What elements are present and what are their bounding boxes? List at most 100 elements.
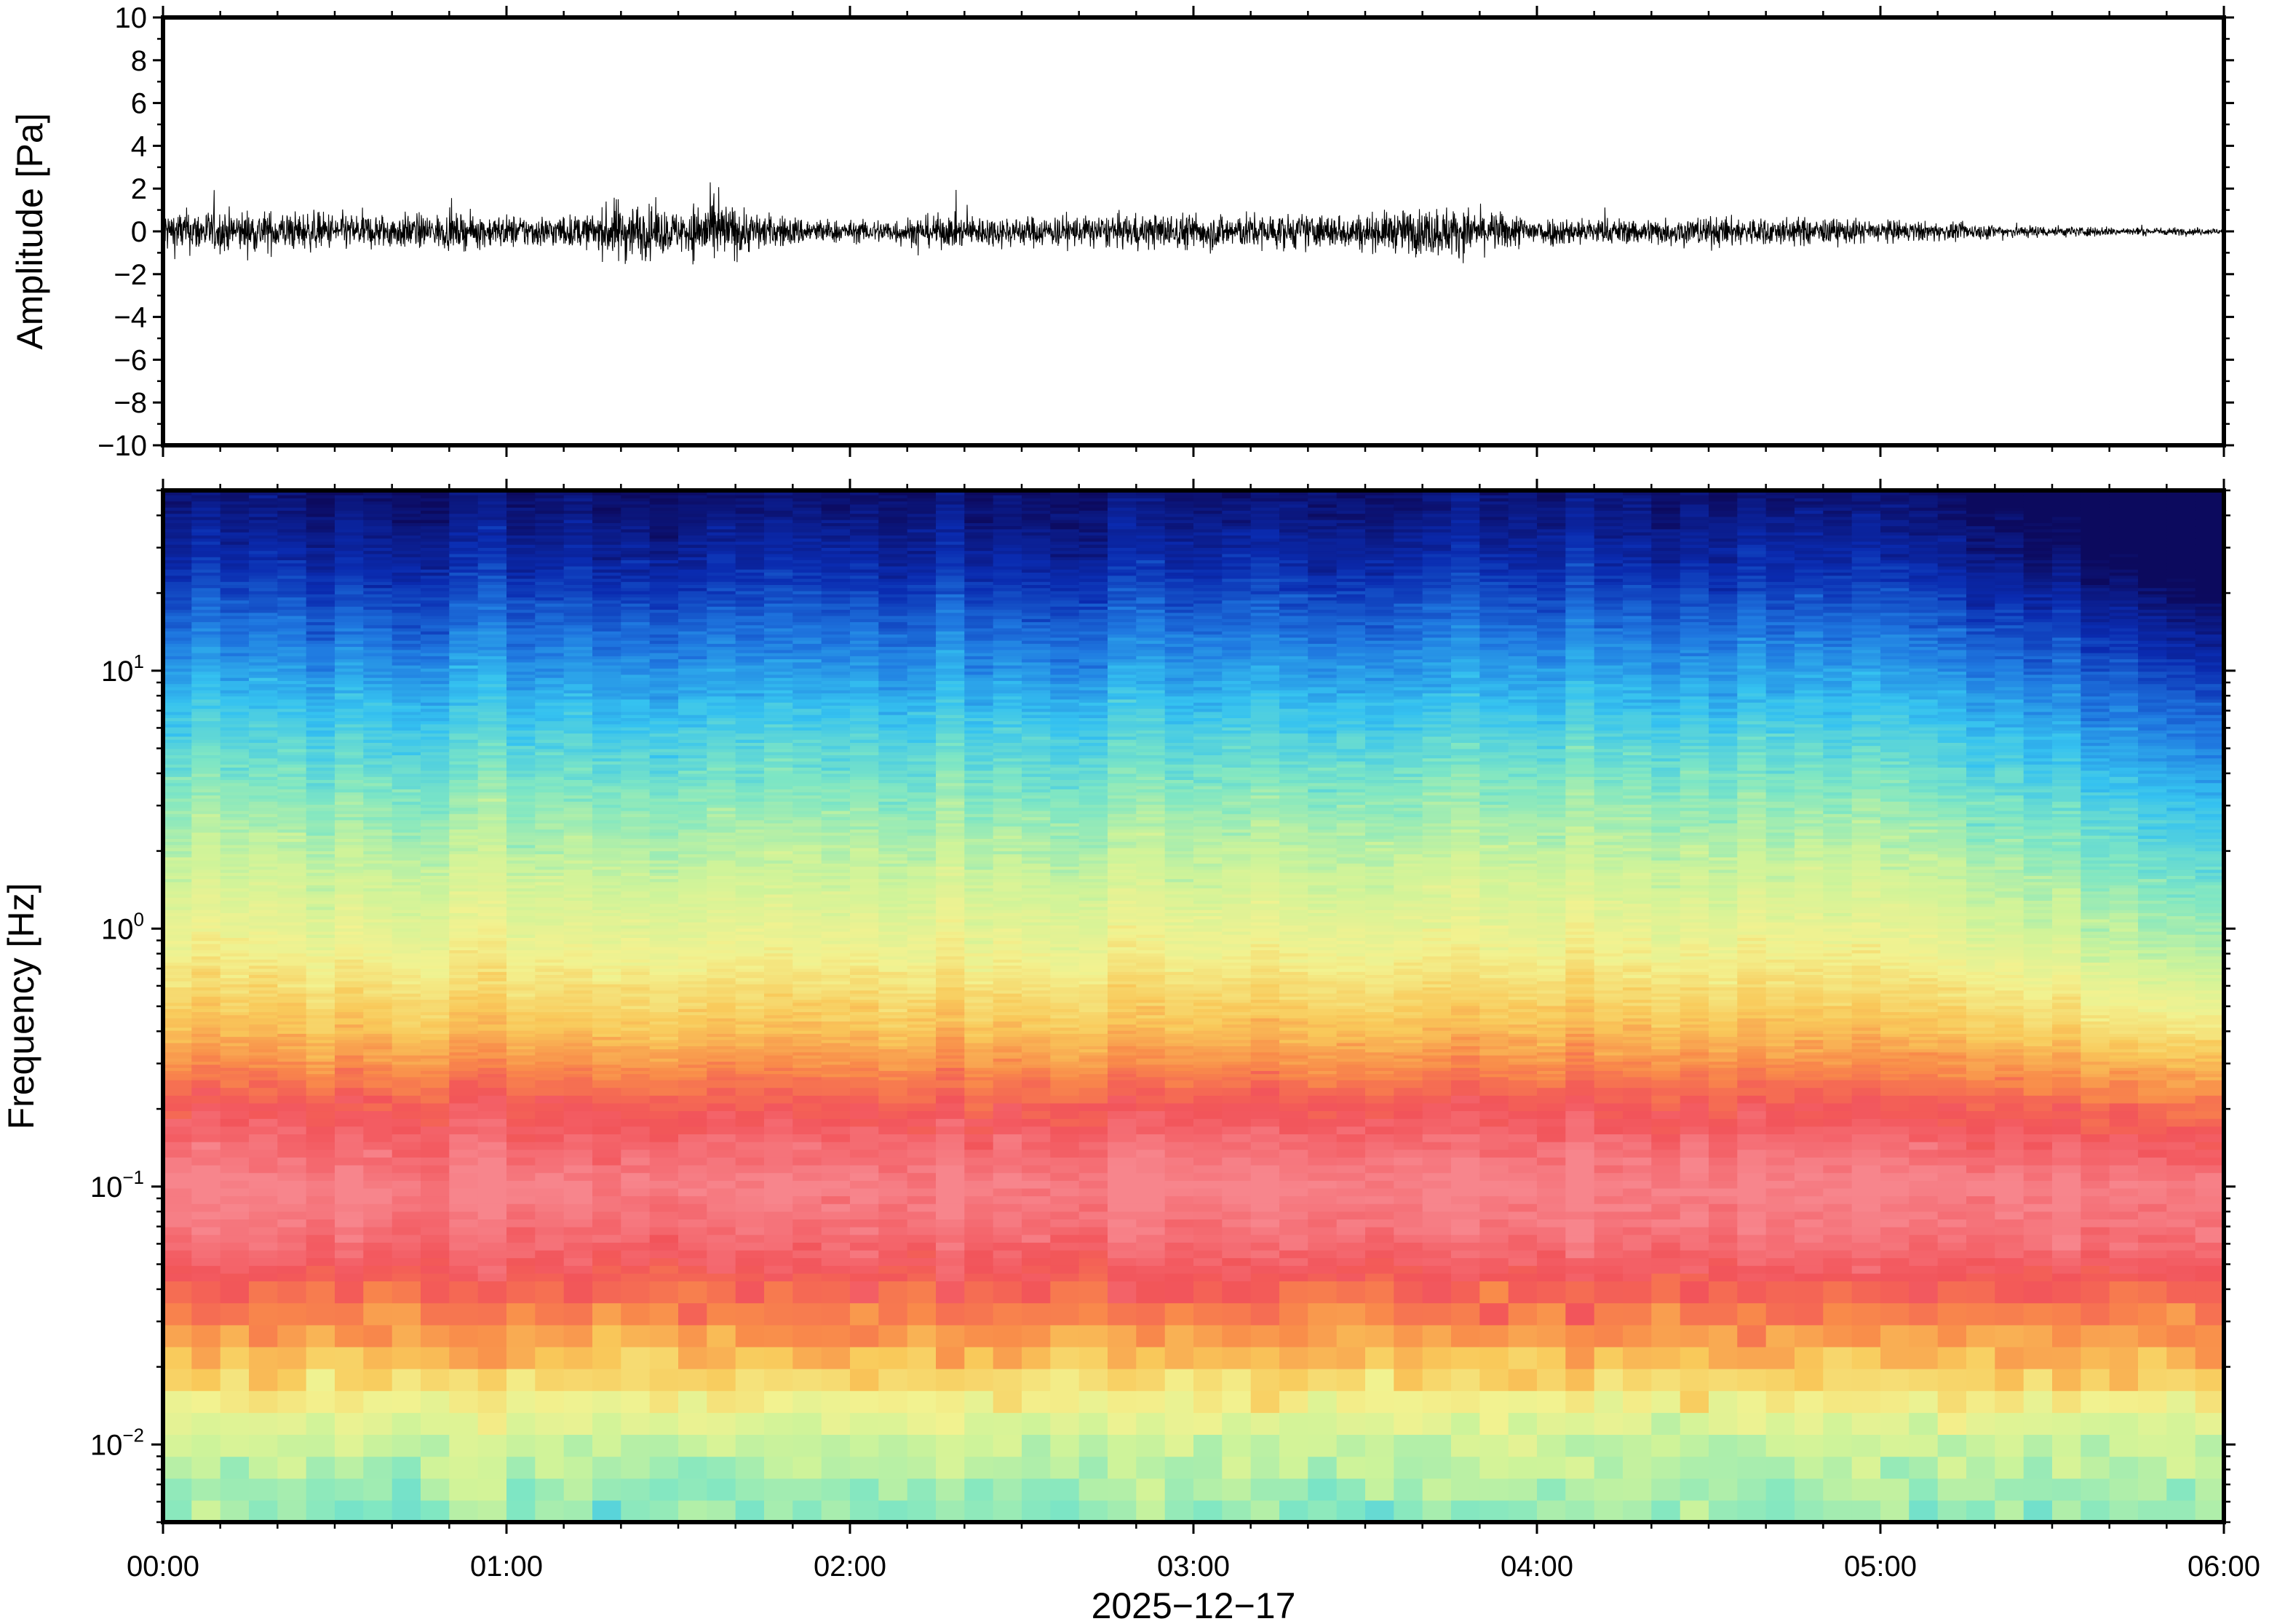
spectrogram-cell [535, 748, 565, 752]
spectrogram-cell [220, 1195, 250, 1204]
spectrogram-cell [306, 807, 335, 811]
spectrogram-cell [191, 838, 221, 843]
spectrogram-cell [563, 1149, 593, 1158]
spectrogram-cell [592, 977, 621, 982]
spectrogram-cell [621, 782, 651, 787]
spectrogram-cell [306, 711, 335, 715]
spectrogram-cell [563, 934, 593, 938]
spectrogram-cell [735, 1080, 765, 1088]
spectrogram-cell [220, 819, 250, 824]
spectrogram-cell [506, 1058, 536, 1062]
spectrogram-cell [477, 1324, 507, 1348]
spectrogram-cell [621, 1250, 651, 1259]
spectrogram-cell [678, 1250, 707, 1259]
spectrogram-cell [163, 541, 192, 545]
spectrogram-cell [249, 792, 278, 796]
spectrogram-cell [421, 1030, 450, 1034]
spectrogram-cell [163, 965, 192, 969]
spectrogram-cell [306, 640, 335, 644]
spectrogram-cell [621, 915, 651, 920]
spectrogram-cell [163, 532, 192, 536]
spectrogram-cell [249, 922, 278, 926]
spectrogram-cell [363, 1095, 393, 1104]
spectrogram-cell [678, 1234, 707, 1243]
spectrogram-cell [506, 491, 536, 495]
spectrogram-cell [449, 600, 479, 604]
spectrogram-cell [592, 789, 621, 793]
spectrogram-cell [392, 943, 421, 947]
spectrogram-cell [335, 661, 364, 666]
spectrogram-cell [477, 1014, 507, 1019]
spectrogram-cell [363, 1324, 393, 1348]
spectrogram-cell [649, 1142, 679, 1150]
spectrogram-cell [449, 739, 479, 743]
spectrogram-cell [621, 823, 651, 827]
spectrogram-cell [449, 1067, 479, 1071]
spectrogram-cell [592, 795, 621, 799]
spectrogram-cell [506, 1076, 536, 1080]
spectrogram-cell [592, 587, 621, 592]
spectrogram-cell [220, 1005, 250, 1009]
spectrogram-cell [249, 1021, 278, 1025]
spectrogram-cell [220, 581, 250, 585]
spectrogram-cell [363, 832, 393, 836]
spectrogram-cell [735, 646, 765, 650]
spectrogram-cell [220, 711, 250, 715]
spectrogram-cell [306, 992, 335, 997]
spectrogram-cell [449, 1055, 479, 1059]
spectrogram-cell [363, 819, 393, 824]
spectrogram-cell [621, 1002, 651, 1006]
spectrogram-cell [163, 584, 192, 589]
spectrogram-cell [707, 661, 736, 666]
spectrogram-cell [477, 943, 507, 947]
spectrogram-cell [592, 658, 621, 663]
spectrogram-cell [563, 977, 593, 982]
spectrogram-cell [649, 1018, 679, 1022]
spectrogram-cell [421, 590, 450, 594]
spectrogram-cell [649, 606, 679, 610]
spectrogram-cell [277, 1126, 307, 1134]
spectrogram-cell [477, 752, 507, 755]
spectrogram-cell [363, 996, 393, 1000]
spectrogram-cell [535, 646, 565, 650]
spectrogram-cell [535, 888, 565, 892]
spectrogram-cell [764, 999, 793, 1003]
spectrogram-cell [707, 1087, 736, 1096]
spectrogram-cell [477, 869, 507, 873]
spectrogram-cell [535, 755, 565, 759]
spectrogram-cell [363, 801, 393, 805]
spectrogram-cell [191, 491, 221, 495]
spectrogram-cell [363, 950, 393, 954]
spectrogram-cell [449, 1024, 479, 1028]
spectrogram-cell [477, 1478, 507, 1501]
spectrogram-cell [621, 637, 651, 641]
spectrogram-cell [249, 1118, 278, 1127]
spectrogram-cell [649, 1061, 679, 1065]
spectrogram-cell [535, 1033, 565, 1038]
spectrogram-cell [363, 748, 393, 752]
spectrogram-cell [707, 755, 736, 759]
spectrogram-cell [535, 594, 565, 598]
spectrogram-cell [649, 1064, 679, 1068]
spectrogram-cell [363, 624, 393, 629]
spectrogram-cell [335, 1021, 364, 1025]
spectrogram-cell [649, 1039, 679, 1043]
spectrogram-cell [563, 1027, 593, 1031]
spectrogram-cell [621, 1008, 651, 1013]
spectrogram-cell [707, 891, 736, 895]
spectrogram-cell [363, 810, 393, 814]
spectrogram-cell [363, 829, 393, 833]
spectrogram-cell [191, 646, 221, 650]
spectrogram-cell [191, 1195, 221, 1204]
spectrogram-cell [678, 1027, 707, 1031]
spectrogram-cell [563, 565, 593, 570]
spectrogram-cell [306, 661, 335, 666]
spectrogram-cell [563, 1067, 593, 1071]
spectrogram-cell [335, 1165, 364, 1174]
spectrogram-cell [563, 1048, 593, 1053]
spectrogram-cell [220, 922, 250, 926]
spectrogram-cell [535, 962, 565, 966]
spectrogram-cell [649, 835, 679, 839]
spectrogram-cell [678, 1110, 707, 1119]
spectrogram-cell [535, 715, 565, 718]
